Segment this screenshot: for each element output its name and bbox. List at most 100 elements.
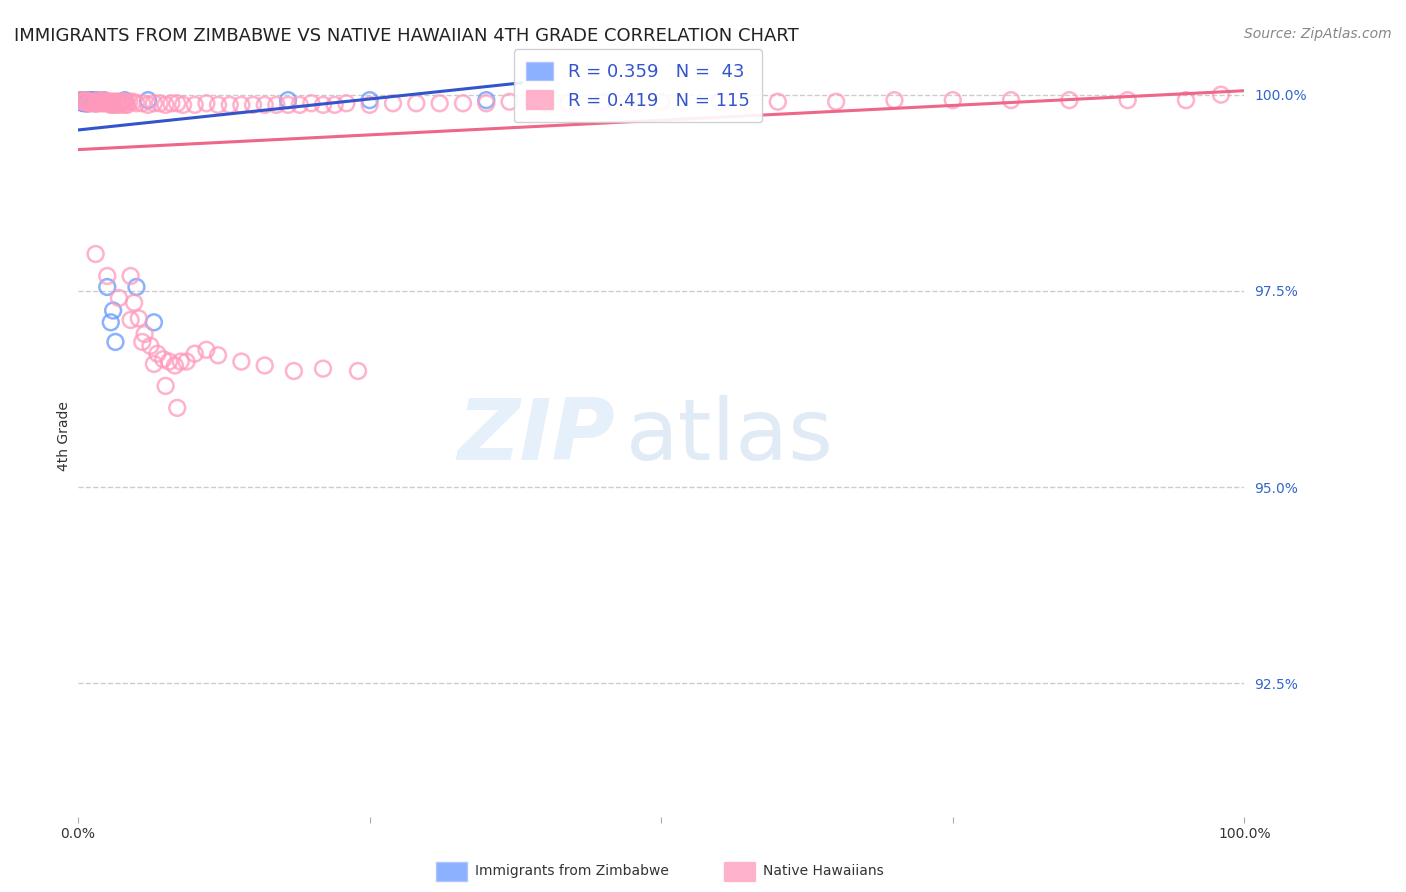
Point xyxy=(96,95,118,109)
Point xyxy=(184,98,207,112)
Point xyxy=(157,354,180,368)
Point xyxy=(115,95,138,109)
Point xyxy=(149,96,172,111)
Point xyxy=(323,98,346,112)
Text: Immigrants from Zimbabwe: Immigrants from Zimbabwe xyxy=(475,864,669,879)
Point xyxy=(128,311,150,326)
Point xyxy=(96,268,118,283)
Point xyxy=(93,93,115,107)
Point xyxy=(84,96,107,111)
Point xyxy=(72,94,94,108)
Point xyxy=(105,95,128,109)
Point xyxy=(93,96,115,111)
Point xyxy=(84,95,107,109)
Point xyxy=(142,357,165,371)
Point xyxy=(82,95,104,109)
Point xyxy=(498,95,520,109)
Point xyxy=(69,93,91,107)
Point xyxy=(1209,87,1232,102)
Point xyxy=(101,95,124,109)
Point xyxy=(75,95,97,109)
Point xyxy=(1116,93,1139,107)
Point xyxy=(429,96,451,111)
Point xyxy=(160,96,183,111)
Point xyxy=(475,96,498,111)
Point xyxy=(122,295,145,310)
Point xyxy=(382,96,405,111)
Point xyxy=(142,96,165,111)
Point xyxy=(359,93,381,107)
Point xyxy=(152,352,174,367)
Point xyxy=(231,354,253,368)
Point xyxy=(103,95,125,109)
Point xyxy=(87,93,110,107)
Point xyxy=(73,96,96,111)
Point xyxy=(207,348,229,362)
Point xyxy=(91,95,114,109)
Point xyxy=(97,96,120,111)
Point xyxy=(79,95,101,109)
Point xyxy=(107,96,129,111)
Point xyxy=(72,95,94,110)
Point xyxy=(87,96,110,111)
Point xyxy=(176,354,198,368)
Point xyxy=(75,93,97,107)
Point xyxy=(84,247,107,261)
Point xyxy=(77,96,100,111)
Point xyxy=(288,98,311,112)
Point xyxy=(77,93,100,107)
Point xyxy=(80,95,103,109)
Point xyxy=(118,95,141,109)
Point xyxy=(283,364,305,378)
Point xyxy=(83,96,105,111)
Point xyxy=(146,347,169,361)
Point xyxy=(253,359,276,373)
Point xyxy=(883,93,905,107)
Point xyxy=(79,96,101,111)
Point xyxy=(70,94,93,108)
Point xyxy=(94,93,117,107)
Point xyxy=(94,96,117,111)
Point xyxy=(766,95,789,109)
Point xyxy=(82,95,104,109)
Point xyxy=(108,291,131,305)
Point xyxy=(195,96,218,111)
Point xyxy=(83,93,105,107)
Point xyxy=(347,364,370,378)
Point xyxy=(170,354,193,368)
Point xyxy=(108,95,131,109)
Point xyxy=(709,95,731,109)
Point xyxy=(120,313,142,327)
Point xyxy=(104,98,127,112)
Point xyxy=(592,95,614,109)
Point xyxy=(120,268,142,283)
Point xyxy=(299,96,322,111)
Point xyxy=(131,334,153,349)
Text: Source: ZipAtlas.com: Source: ZipAtlas.com xyxy=(1244,27,1392,41)
Point xyxy=(166,401,188,415)
Point xyxy=(108,98,131,112)
Text: Native Hawaiians: Native Hawaiians xyxy=(763,864,884,879)
Point xyxy=(87,93,110,107)
Point xyxy=(172,98,194,112)
Point xyxy=(155,98,177,112)
Point xyxy=(451,96,474,111)
Point xyxy=(155,379,177,393)
Point xyxy=(195,343,218,357)
Point xyxy=(98,95,121,109)
Y-axis label: 4th Grade: 4th Grade xyxy=(58,401,72,471)
Point xyxy=(73,95,96,109)
Point xyxy=(86,95,108,109)
Point xyxy=(253,98,276,112)
Legend: R = 0.359   N =  43, R = 0.419   N = 115: R = 0.359 N = 43, R = 0.419 N = 115 xyxy=(513,49,762,122)
Point xyxy=(627,96,650,111)
Point xyxy=(115,98,138,112)
Point xyxy=(184,347,207,361)
Point xyxy=(277,98,299,112)
Point xyxy=(73,95,96,109)
Point xyxy=(101,98,124,112)
Point xyxy=(76,96,98,111)
Point xyxy=(112,95,135,109)
Point xyxy=(942,93,965,107)
Point xyxy=(77,95,100,109)
